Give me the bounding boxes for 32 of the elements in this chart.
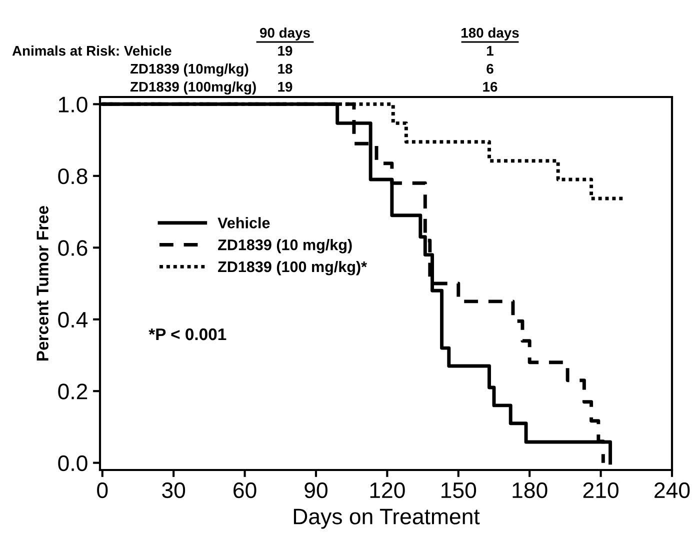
- x-tick-label: 0: [97, 482, 108, 498]
- y-tick-label: 0.4: [58, 312, 88, 328]
- x-tick-label: 60: [234, 482, 256, 498]
- text: 19: [278, 82, 292, 92]
- text: 90 days: [260, 28, 310, 40]
- y-tick-label: 0.0: [58, 455, 88, 472]
- text: 1: [487, 46, 494, 56]
- text: 6: [486, 64, 494, 74]
- x-axis-title: Days on Treatment: [294, 508, 480, 529]
- text: ZD1839 (10mg/kg): [130, 63, 248, 77]
- x-tick-label: 240: [654, 482, 690, 498]
- y-axis-title: Percent Tumor Free: [36, 206, 48, 360]
- legend-label: Vehicle: [218, 217, 270, 228]
- annotation: *P < 0.001: [148, 328, 226, 340]
- text: 19: [278, 46, 292, 56]
- x-tick-label: 180: [512, 482, 548, 498]
- text: Animals at Risk: Vehicle: [12, 46, 172, 56]
- legend-label: ZD1839 (100 mg/kg)*: [218, 260, 367, 276]
- y-tick-label: 0.8: [58, 168, 88, 184]
- legend-label: ZD1839 (10 mg/kg): [218, 239, 352, 254]
- x-tick-label: 120: [370, 482, 405, 498]
- y-tick-label: 1.0: [59, 96, 88, 112]
- text: 180 days: [462, 28, 519, 40]
- x-tick-label: 150: [442, 482, 476, 498]
- x-tick-label: 90: [304, 482, 328, 498]
- text: 16: [483, 82, 498, 92]
- x-tick-label: 30: [162, 482, 186, 498]
- x-tick-label: 210: [583, 482, 618, 498]
- text: ZD1839 (100mg/kg): [130, 81, 256, 95]
- y-tick-label: 0.2: [58, 384, 88, 400]
- y-tick-label: 0.6: [58, 240, 88, 256]
- text: 18: [278, 64, 292, 74]
